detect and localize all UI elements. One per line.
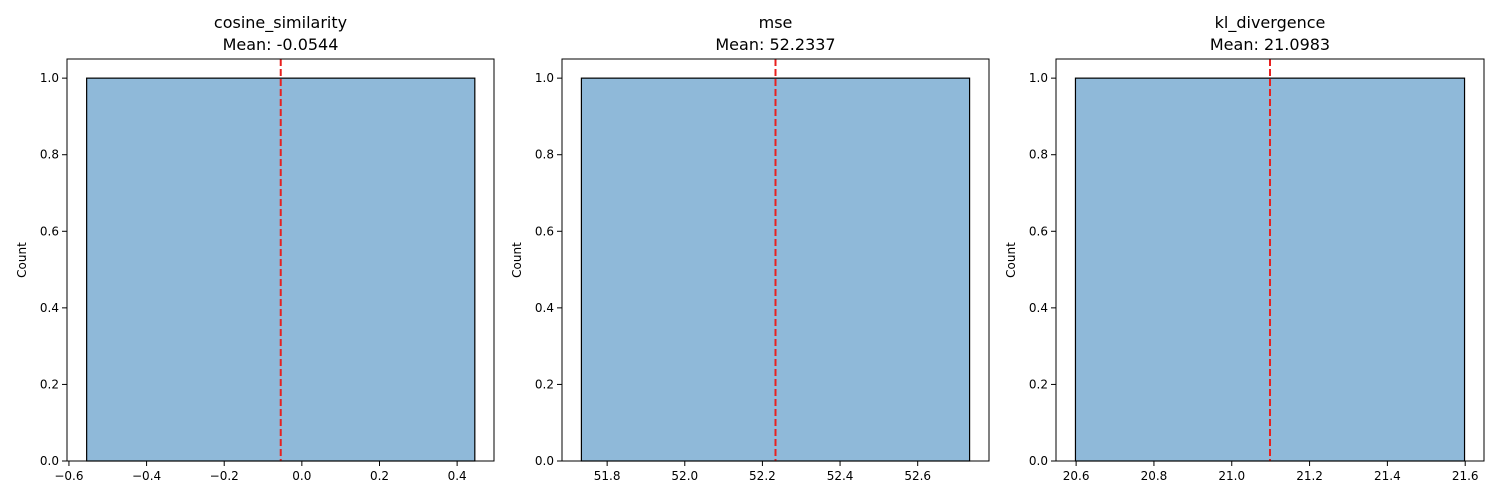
- y-tick-label: 0.8: [1029, 148, 1048, 162]
- y-tick-label: 0.6: [40, 224, 59, 238]
- y-tick-label: 0.6: [1029, 224, 1048, 238]
- y-axis-label: Count: [1004, 242, 1018, 278]
- x-tick-label: −0.4: [132, 469, 161, 483]
- y-tick-label: 0.2: [535, 377, 554, 391]
- y-tick-label: 1.0: [40, 71, 59, 85]
- y-tick-label: 0.8: [40, 148, 59, 162]
- x-tick-label: 52.4: [827, 469, 854, 483]
- x-tick-label: 20.8: [1141, 469, 1168, 483]
- chart-subtitle: Mean: 52.2337: [715, 35, 835, 54]
- y-axis-label: Count: [510, 242, 524, 278]
- y-tick-label: 0.2: [1029, 377, 1048, 391]
- y-tick-label: 1.0: [1029, 71, 1048, 85]
- x-tick-label: 0.2: [370, 469, 389, 483]
- chart-title: mse: [759, 13, 793, 32]
- x-tick-label: −0.2: [210, 469, 239, 483]
- axes-frame: [561, 58, 990, 462]
- y-tick-label: 1.0: [535, 71, 554, 85]
- y-tick-label: 0.6: [535, 224, 554, 238]
- x-tick-label: 0.0: [292, 469, 311, 483]
- y-tick-label: 0.0: [40, 454, 59, 468]
- y-tick-label: 0.4: [1029, 301, 1048, 315]
- axes-frame: [66, 58, 495, 462]
- y-tick-label: 0.0: [1029, 454, 1048, 468]
- x-tick-label: 21.2: [1296, 469, 1323, 483]
- y-tick-label: 0.4: [40, 301, 59, 315]
- y-axis-label: Count: [15, 242, 29, 278]
- x-tick-label: 21.4: [1374, 469, 1401, 483]
- x-tick-label: 51.8: [594, 469, 621, 483]
- y-tick-label: 0.4: [535, 301, 554, 315]
- subplot-2: mse Mean: 52.2337 51.8 52.0 52.2 52.4 52.6 0.0 0…: [510, 13, 990, 483]
- x-tick-label: −0.6: [54, 469, 83, 483]
- chart-title: cosine_similarity: [214, 13, 347, 33]
- x-tick-label: 52.2: [749, 469, 776, 483]
- x-tick-label: 21.6: [1452, 469, 1479, 483]
- x-tick-label: 20.6: [1063, 469, 1090, 483]
- subplot-1: cosine_similarity Mean: -0.0544 −0.6 −0.4 −0…: [15, 13, 495, 483]
- chart-subtitle: Mean: -0.0544: [223, 35, 339, 54]
- chart-title: kl_divergence: [1215, 13, 1326, 33]
- x-tick-label: 21.0: [1218, 469, 1245, 483]
- subplot-3: kl_divergence Mean: 21.0983 20.6 20.8 21.0 21…: [1004, 13, 1485, 483]
- chart-subtitle: Mean: 21.0983: [1210, 35, 1330, 54]
- y-tick-label: 0.8: [535, 148, 554, 162]
- x-tick-label: 52.6: [904, 469, 931, 483]
- y-tick-label: 0.0: [535, 454, 554, 468]
- x-tick-label: 52.0: [671, 469, 698, 483]
- y-tick-label: 0.2: [40, 377, 59, 391]
- x-tick-label: 0.4: [448, 469, 467, 483]
- axes-frame: [1055, 58, 1485, 462]
